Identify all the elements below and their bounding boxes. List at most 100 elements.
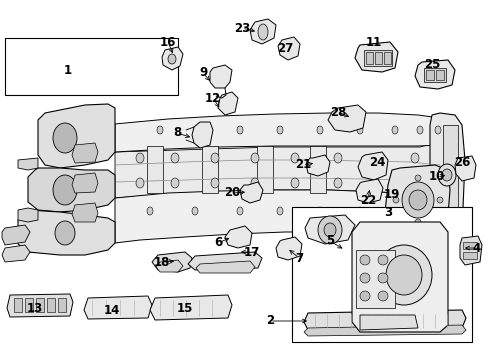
Text: 5: 5 (326, 234, 334, 248)
Ellipse shape (437, 197, 443, 203)
Text: 10: 10 (429, 171, 445, 184)
Ellipse shape (378, 273, 388, 283)
Text: 27: 27 (277, 41, 293, 54)
Polygon shape (150, 295, 232, 320)
Text: 15: 15 (177, 302, 193, 315)
Text: 7: 7 (295, 252, 303, 265)
Ellipse shape (334, 153, 342, 163)
Polygon shape (18, 158, 38, 170)
Text: 22: 22 (360, 194, 376, 207)
Ellipse shape (157, 126, 163, 134)
Ellipse shape (415, 175, 421, 181)
Ellipse shape (192, 207, 198, 215)
Polygon shape (305, 215, 355, 244)
Ellipse shape (324, 223, 336, 237)
Polygon shape (196, 261, 255, 273)
Polygon shape (162, 47, 183, 70)
Ellipse shape (237, 126, 243, 134)
Text: 8: 8 (173, 126, 181, 139)
Ellipse shape (415, 219, 421, 225)
Ellipse shape (53, 175, 77, 205)
Polygon shape (306, 155, 330, 176)
Ellipse shape (334, 178, 342, 188)
Bar (14, 298, 22, 312)
Polygon shape (115, 140, 448, 198)
Text: 6: 6 (214, 237, 222, 249)
Text: 4: 4 (473, 242, 481, 255)
Ellipse shape (147, 207, 153, 215)
Bar (5, 38, 178, 95)
Bar (47, 298, 55, 312)
Ellipse shape (277, 207, 283, 215)
Text: 24: 24 (369, 156, 385, 168)
Ellipse shape (55, 221, 75, 245)
Ellipse shape (422, 207, 428, 215)
Text: 3: 3 (384, 207, 392, 220)
Ellipse shape (136, 153, 144, 163)
Text: 17: 17 (244, 246, 260, 258)
Polygon shape (84, 296, 152, 319)
Polygon shape (72, 143, 98, 163)
Polygon shape (210, 65, 232, 88)
Polygon shape (415, 60, 455, 89)
Bar (366, 52, 373, 64)
Polygon shape (257, 146, 273, 193)
Ellipse shape (277, 126, 283, 134)
Bar (25, 298, 33, 312)
Ellipse shape (317, 126, 323, 134)
Polygon shape (250, 19, 276, 44)
Ellipse shape (318, 216, 342, 244)
Ellipse shape (357, 126, 363, 134)
Text: 28: 28 (330, 105, 346, 118)
Polygon shape (2, 245, 30, 262)
Text: 18: 18 (154, 256, 170, 269)
Ellipse shape (392, 126, 398, 134)
Ellipse shape (197, 126, 203, 134)
Text: 2: 2 (266, 315, 274, 328)
Polygon shape (356, 179, 383, 203)
Polygon shape (156, 260, 183, 272)
Polygon shape (355, 42, 398, 72)
Ellipse shape (409, 190, 427, 210)
Bar (436, 70, 444, 80)
Ellipse shape (378, 255, 388, 265)
Ellipse shape (258, 24, 268, 40)
Polygon shape (240, 182, 263, 203)
Ellipse shape (360, 273, 370, 283)
Bar (463, 242, 477, 249)
Ellipse shape (435, 126, 441, 134)
Polygon shape (72, 203, 98, 222)
Ellipse shape (393, 197, 399, 203)
Polygon shape (225, 226, 252, 248)
Ellipse shape (376, 153, 384, 163)
Text: 13: 13 (27, 302, 43, 315)
Polygon shape (115, 113, 452, 152)
Ellipse shape (411, 153, 419, 163)
Ellipse shape (291, 178, 299, 188)
Polygon shape (147, 146, 163, 193)
Polygon shape (192, 122, 213, 148)
Ellipse shape (53, 123, 77, 153)
Ellipse shape (317, 207, 323, 215)
Polygon shape (2, 225, 30, 245)
Polygon shape (352, 222, 448, 332)
Polygon shape (18, 208, 38, 222)
Bar (424, 68, 446, 82)
Text: 20: 20 (224, 186, 240, 199)
Bar (58, 298, 66, 312)
Bar (426, 70, 434, 80)
Ellipse shape (417, 126, 423, 134)
Ellipse shape (357, 207, 363, 215)
Ellipse shape (442, 169, 452, 181)
Polygon shape (358, 152, 388, 180)
Bar (292, 207, 472, 342)
Bar (463, 252, 477, 259)
Bar (443, 125, 458, 233)
Polygon shape (385, 165, 450, 235)
Text: 14: 14 (104, 305, 120, 318)
Polygon shape (276, 237, 302, 260)
Text: 1: 1 (64, 63, 72, 77)
Ellipse shape (211, 178, 219, 188)
Polygon shape (18, 210, 115, 255)
Ellipse shape (251, 178, 259, 188)
